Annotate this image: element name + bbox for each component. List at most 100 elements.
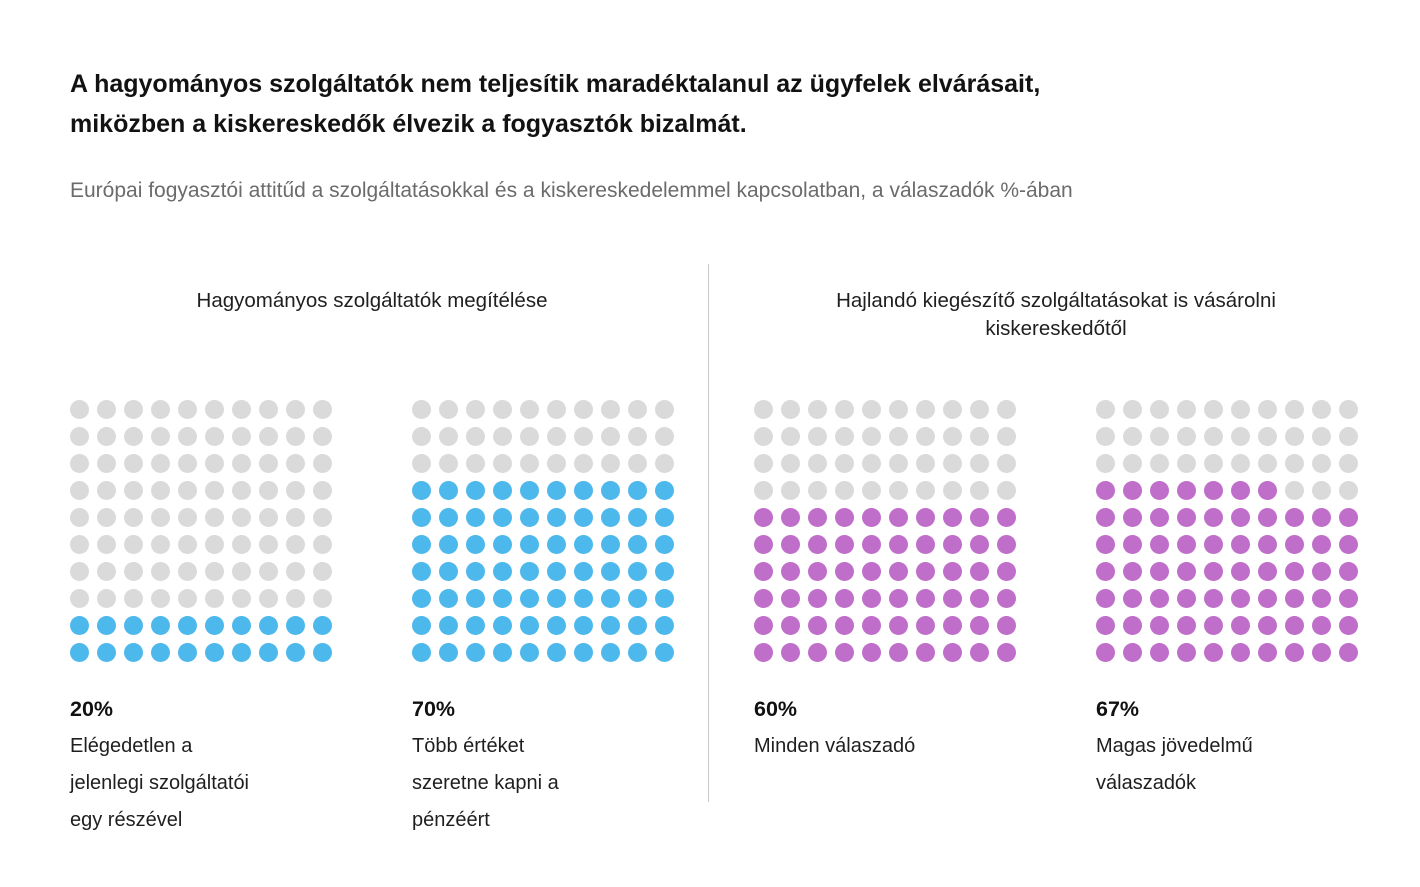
waffle-dot-empty — [808, 427, 827, 446]
waffle-chart-high-income-67: 67% Magas jövedelmű válaszadók — [1096, 400, 1358, 802]
waffle-dot-empty — [1123, 400, 1142, 419]
waffle-dot-filled — [547, 616, 566, 635]
waffle-dot-empty — [781, 481, 800, 500]
waffle-dot-filled — [754, 616, 773, 635]
waffle-dot-empty — [313, 589, 332, 608]
waffle-dot-empty — [835, 427, 854, 446]
waffle-dot-empty — [313, 400, 332, 419]
waffle-dot-filled — [286, 616, 305, 635]
waffle-dot-filled — [1177, 616, 1196, 635]
waffle-dot-filled — [205, 616, 224, 635]
waffle-dot-empty — [547, 454, 566, 473]
section-header-traditional-providers: Hagyományos szolgáltatók megítélése — [196, 289, 548, 312]
waffle-dot-empty — [1258, 454, 1277, 473]
waffle-dot-filled — [997, 643, 1016, 662]
waffle-dot-empty — [1177, 454, 1196, 473]
waffle-dot-filled — [655, 481, 674, 500]
waffle-dot-filled — [1339, 562, 1358, 581]
waffle-dot-filled — [439, 535, 458, 554]
waffle-dot-empty — [520, 454, 539, 473]
waffle-dot-filled — [439, 643, 458, 662]
waffle-dot-filled — [1312, 508, 1331, 527]
waffle-dot-empty — [439, 427, 458, 446]
waffle-dot-empty — [313, 481, 332, 500]
waffle-dot-filled — [601, 616, 620, 635]
waffle-dot-empty — [1312, 481, 1331, 500]
waffle-dot-filled — [520, 481, 539, 500]
waffle-dot-filled — [1096, 508, 1115, 527]
waffle-dot-filled — [178, 643, 197, 662]
waffle-dot-filled — [70, 643, 89, 662]
waffle-dot-empty — [124, 427, 143, 446]
waffle-dot-empty — [1339, 454, 1358, 473]
waffle-dot-filled — [1339, 508, 1358, 527]
waffle-dot-filled — [1204, 481, 1223, 500]
waffle-dot-filled — [1231, 535, 1250, 554]
waffle-dot-empty — [916, 481, 935, 500]
value-label: 20% — [70, 697, 114, 721]
waffle-dot-empty — [1231, 454, 1250, 473]
waffle-dot-filled — [754, 562, 773, 581]
waffle-dot-empty — [574, 427, 593, 446]
waffle-dot-empty — [124, 562, 143, 581]
waffle-dot-empty — [259, 400, 278, 419]
waffle-dot-filled — [1231, 562, 1250, 581]
waffle-dot-filled — [1177, 643, 1196, 662]
waffle-dot-empty — [70, 508, 89, 527]
waffle-dot-empty — [151, 481, 170, 500]
waffle-dot-filled — [439, 589, 458, 608]
waffle-dot-empty — [1231, 400, 1250, 419]
waffle-dot-filled — [520, 508, 539, 527]
chart-area: Hagyományos szolgáltatók megítélése 20% … — [70, 264, 1362, 839]
section-retailer-willingness: Hajlandó kiegészítő szolgáltatásokat is … — [754, 264, 1358, 802]
waffle-dot-filled — [1096, 589, 1115, 608]
waffle-dot-empty — [232, 535, 251, 554]
waffle-dot-filled — [808, 616, 827, 635]
waffle-dot-filled — [601, 589, 620, 608]
waffle-dot-filled — [520, 643, 539, 662]
waffle-dot-empty — [286, 508, 305, 527]
waffle-dot-empty — [862, 454, 881, 473]
waffle-dot-empty — [124, 454, 143, 473]
waffle-dot-filled — [1123, 643, 1142, 662]
waffle-dot-filled — [1150, 508, 1169, 527]
waffle-dot-empty — [781, 454, 800, 473]
waffle-dot-filled — [574, 508, 593, 527]
waffle-dot-filled — [1285, 616, 1304, 635]
waffle-dot-empty — [628, 454, 647, 473]
waffle-chart-more-value-70: 70% Több értéket szeretne kapni a pénzéé… — [412, 400, 674, 839]
waffle-dot-empty — [205, 589, 224, 608]
waffle-dot-empty — [178, 400, 197, 419]
waffle-dot-filled — [1204, 508, 1223, 527]
waffle-dot-empty — [151, 589, 170, 608]
waffle-dot-filled — [601, 562, 620, 581]
waffle-dot-empty — [124, 400, 143, 419]
waffle-dot-filled — [1123, 589, 1142, 608]
waffle-grid-dissatisfied-20 — [70, 400, 332, 662]
waffle-dot-empty — [916, 454, 935, 473]
waffle-dot-filled — [439, 508, 458, 527]
waffle-dot-empty — [313, 427, 332, 446]
chart-subtitle: Európai fogyasztói attitűd a szolgáltatá… — [70, 179, 1073, 202]
waffle-dot-filled — [997, 562, 1016, 581]
waffle-dot-filled — [835, 508, 854, 527]
waffle-dot-filled — [862, 535, 881, 554]
waffle-dot-filled — [628, 589, 647, 608]
waffle-dot-filled — [232, 643, 251, 662]
waffle-chart-all-respondents-60: 60% Minden válaszadó — [754, 400, 1016, 802]
waffle-dot-filled — [1339, 589, 1358, 608]
waffle-dot-filled — [412, 481, 431, 500]
waffle-dot-filled — [781, 616, 800, 635]
waffle-dot-empty — [1339, 481, 1358, 500]
waffle-dot-empty — [151, 400, 170, 419]
waffle-dot-filled — [493, 562, 512, 581]
waffle-dot-empty — [466, 400, 485, 419]
waffle-dot-filled — [655, 643, 674, 662]
waffle-dot-empty — [628, 427, 647, 446]
waffle-dot-filled — [862, 643, 881, 662]
waffle-dot-filled — [889, 535, 908, 554]
waffle-dot-filled — [547, 535, 566, 554]
waffle-dot-filled — [628, 481, 647, 500]
waffle-dot-empty — [997, 400, 1016, 419]
waffle-dot-empty — [1339, 400, 1358, 419]
